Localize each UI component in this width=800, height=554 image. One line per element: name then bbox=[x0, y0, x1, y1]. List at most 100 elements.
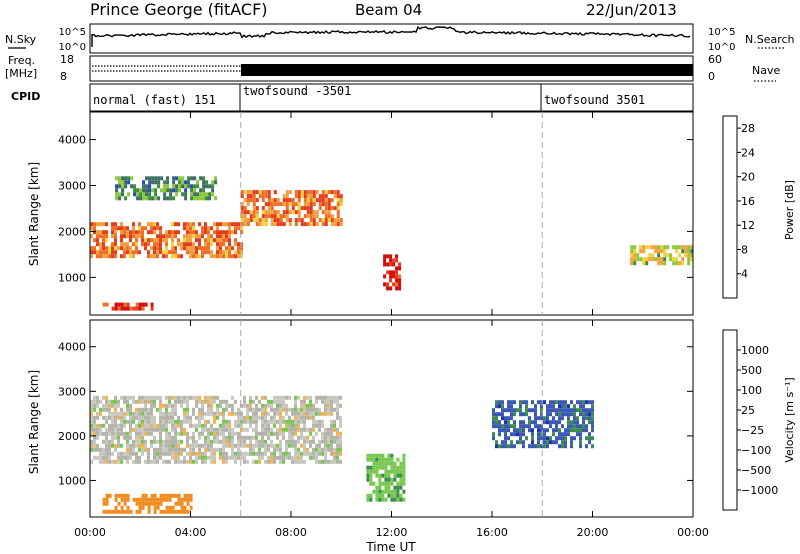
echo-cell bbox=[141, 411, 144, 416]
echo-cell bbox=[165, 451, 168, 456]
echo-cell bbox=[183, 395, 186, 400]
echo-cell bbox=[288, 431, 291, 436]
echo-cell bbox=[252, 407, 255, 412]
echo-cell bbox=[327, 459, 330, 464]
echo-cell bbox=[183, 497, 187, 502]
echo-cell bbox=[555, 420, 558, 425]
echo-cell bbox=[111, 226, 114, 231]
echo-cell bbox=[660, 257, 664, 262]
echo-cell bbox=[135, 230, 138, 235]
echo-cell bbox=[537, 428, 540, 433]
echo-cell bbox=[211, 192, 215, 197]
echo-cell bbox=[102, 431, 105, 436]
echo-cell bbox=[108, 411, 111, 416]
echo-cell bbox=[148, 188, 152, 193]
echo-cell bbox=[630, 245, 634, 250]
echo-cell bbox=[321, 459, 324, 464]
echo-cell bbox=[136, 196, 140, 201]
echo-cell bbox=[324, 202, 328, 207]
echo-cell bbox=[234, 242, 237, 247]
echo-cell bbox=[336, 202, 340, 207]
echo-cell bbox=[537, 400, 540, 405]
echo-cell bbox=[591, 408, 594, 413]
echo-cell bbox=[396, 489, 400, 494]
y-tick-label: 2000 bbox=[58, 430, 86, 443]
echo-cell bbox=[264, 447, 267, 452]
echo-cell bbox=[384, 469, 388, 474]
echo-cell bbox=[108, 415, 111, 420]
echo-cell bbox=[324, 210, 328, 215]
echo-cell bbox=[386, 262, 390, 267]
echo-cell bbox=[294, 431, 297, 436]
echo-cell bbox=[261, 423, 264, 428]
echo-cell bbox=[171, 423, 174, 428]
echo-cell bbox=[105, 399, 108, 404]
echo-cell bbox=[186, 246, 189, 251]
echo-cell bbox=[171, 222, 174, 227]
echo-cell bbox=[186, 493, 190, 498]
echo-cell bbox=[171, 407, 174, 412]
echo-cell bbox=[531, 400, 534, 405]
echo-cell bbox=[276, 198, 280, 203]
echo-cell bbox=[642, 249, 646, 254]
echo-cell bbox=[111, 451, 114, 456]
echo-cell bbox=[156, 501, 160, 506]
echo-cell bbox=[121, 180, 125, 185]
echo-cell bbox=[522, 412, 525, 417]
echo-cell bbox=[267, 447, 270, 452]
echo-cell bbox=[201, 399, 204, 404]
echo-cell bbox=[204, 411, 207, 416]
echo-cell bbox=[339, 202, 343, 207]
echo-cell bbox=[195, 439, 198, 444]
echo-cell bbox=[117, 226, 120, 231]
echo-cell bbox=[204, 226, 207, 231]
echo-cell bbox=[139, 192, 143, 197]
echo-cell bbox=[138, 501, 142, 506]
echo-cell bbox=[498, 412, 501, 417]
echo-cell bbox=[501, 400, 504, 405]
echo-cell bbox=[321, 222, 325, 227]
echo-cell bbox=[252, 218, 256, 223]
echo-cell bbox=[240, 230, 243, 235]
echo-cell bbox=[669, 257, 673, 262]
echo-cell bbox=[309, 194, 313, 199]
echo-cell bbox=[199, 188, 203, 193]
echo-cell bbox=[228, 443, 231, 448]
echo-cell bbox=[189, 246, 192, 251]
echo-cell bbox=[153, 427, 156, 432]
echo-cell bbox=[126, 246, 129, 251]
echo-cell bbox=[108, 250, 111, 255]
echo-cell bbox=[498, 428, 501, 433]
echo-cell bbox=[108, 509, 112, 514]
echo-cell bbox=[162, 443, 165, 448]
echo-cell bbox=[240, 194, 244, 199]
echo-cell bbox=[144, 431, 147, 436]
echo-cell bbox=[183, 226, 186, 231]
echo-cell bbox=[309, 407, 312, 412]
echo-cell bbox=[145, 176, 149, 181]
echo-cell bbox=[237, 423, 240, 428]
echo-cell bbox=[208, 184, 212, 189]
echo-cell bbox=[213, 399, 216, 404]
echo-cell bbox=[264, 439, 267, 444]
echo-cell bbox=[297, 447, 300, 452]
echo-cell bbox=[564, 428, 567, 433]
echo-cell bbox=[558, 436, 561, 441]
echo-cell bbox=[159, 399, 162, 404]
echo-cell bbox=[525, 404, 528, 409]
echo-cell bbox=[285, 190, 289, 195]
echo-cell bbox=[240, 190, 244, 195]
echo-cell bbox=[309, 202, 313, 207]
echo-cell bbox=[573, 436, 576, 441]
echo-cell bbox=[672, 245, 676, 250]
echo-cell bbox=[240, 226, 243, 231]
echo-cell bbox=[135, 246, 138, 251]
echo-cell bbox=[294, 419, 297, 424]
echo-cell bbox=[294, 459, 297, 464]
echo-cell bbox=[546, 428, 549, 433]
echo-cell bbox=[138, 415, 141, 420]
echo-cell bbox=[690, 253, 694, 258]
echo-cell bbox=[150, 443, 153, 448]
echo-cell bbox=[519, 436, 522, 441]
date-label: 22/Jun/2013 bbox=[586, 1, 677, 19]
